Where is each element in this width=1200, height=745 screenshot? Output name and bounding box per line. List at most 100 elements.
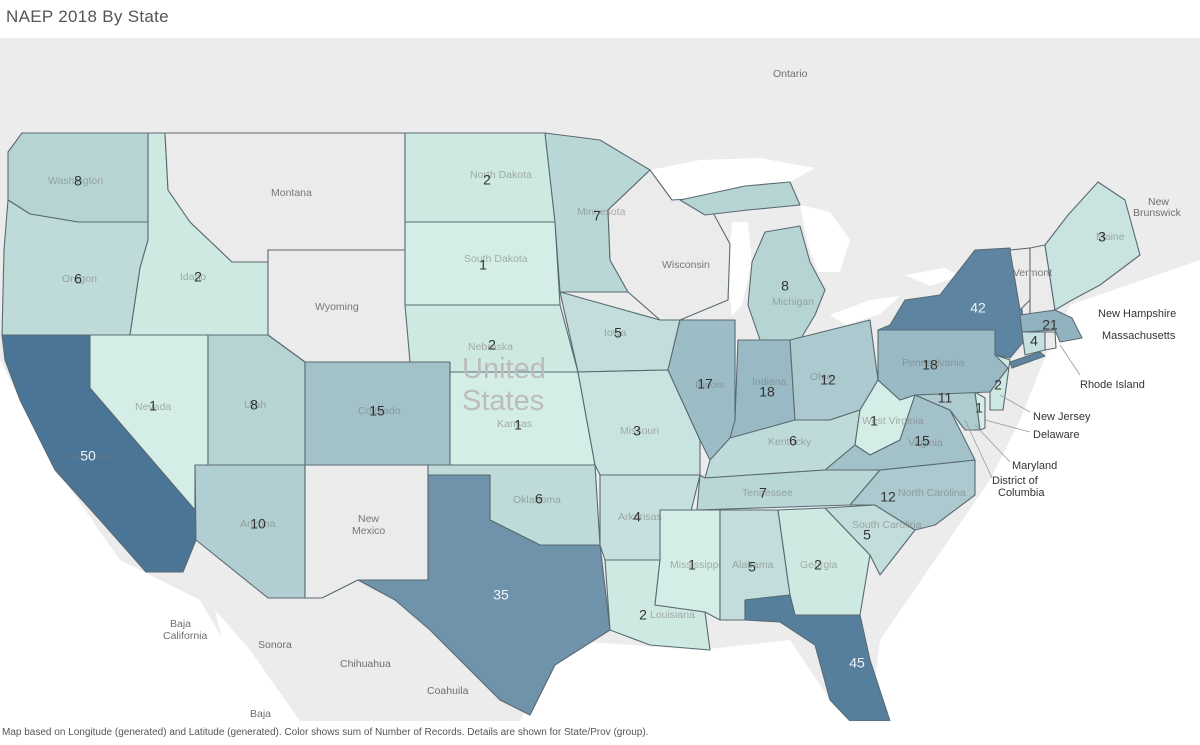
label-new-mexico-2: Mexico [352,525,385,537]
state-name-west-virginia: West Virginia [862,415,924,427]
leader-dc [964,419,993,479]
state-name-maine: Maine [1096,231,1125,243]
value-label-west-virginia: 1 [870,413,878,429]
value-label-north-carolina: 12 [880,489,896,505]
value-label-minnesota: 7 [593,208,601,224]
value-label-maine: 3 [1098,229,1106,245]
value-label-arizona: 10 [250,516,266,532]
label-new-brunswick-2: Brunswick [1133,207,1182,219]
value-label-maryland: 11 [938,390,953,406]
value-label-florida: 45 [849,655,865,671]
state-name-arkansas: Arkansas [618,511,662,523]
value-label-massachusetts: 21 [1042,317,1058,333]
label-vermont: Vermont [1013,267,1052,279]
state-name-utah: Utah [244,399,266,411]
state-name-michigan: Michigan [772,296,814,308]
state-name-tennessee: Tennessee [742,487,793,499]
leader-delaware [984,419,1031,433]
callout-delaware: Delaware [1033,429,1079,441]
value-label-idaho: 2 [194,269,202,285]
state-florida[interactable]: Florida: 45 [744,594,891,721]
value-label-new-york: 42 [970,300,986,316]
state-name-indiana: Indiana [752,376,787,388]
value-label-louisiana: 2 [639,607,647,623]
value-label-oregon: 6 [74,271,82,287]
lake-michigan [728,222,752,316]
state-maine[interactable]: Maine: 3 [1044,181,1141,311]
lake-superior [650,158,815,200]
value-label-mississippi: 1 [688,557,696,573]
callouts: New Hampshire Massachusetts Rhode Island… [964,308,1176,499]
water-bodies [0,158,1200,721]
state-michigan[interactable]: Michigan: 8 [679,181,826,341]
value-label-texas: 35 [493,587,509,603]
lake-erie [830,296,900,325]
callout-massachusetts: Massachusetts [1102,330,1176,342]
value-label-colorado: 15 [369,403,385,419]
label-wisconsin: Wisconsin [662,259,710,271]
value-label-alabama: 5 [748,559,756,575]
label-wyoming: Wyoming [315,301,359,313]
value-label-california: 50 [80,448,96,464]
value-label-arkansas: 4 [633,509,641,525]
value-label-washington: 8 [74,173,82,189]
callout-rhode-island: Rhode Island [1080,379,1145,391]
state-name-oregon: Oregon [62,273,97,285]
state-name-missouri: Missouri [620,425,659,437]
value-label-michigan: 8 [781,278,789,294]
value-label-indiana: 18 [759,384,775,400]
value-label-oklahoma: 6 [535,491,543,507]
lake-ontario [905,268,960,286]
value-label-connecticut: 4 [1030,333,1038,349]
leader-rhode-island [1059,344,1081,376]
atlantic-ocean [870,260,1200,721]
value-label-delaware: 1 [975,400,983,416]
state-new-jersey[interactable]: New Jersey: 2 [989,354,1011,411]
label-baja-california-1: Baja [170,618,191,630]
country-label-line1: United [462,353,546,385]
value-label-iowa: 5 [614,325,622,341]
value-label-missouri: 3 [633,423,641,439]
callout-new-jersey: New Jersey [1033,411,1091,423]
state-name-mississippi: Mississippi [670,559,721,571]
map-caption: Map based on Longitude (generated) and L… [2,727,649,738]
state-name-iowa: Iowa [604,327,626,339]
state-name-south-dakota: South Dakota [464,253,528,265]
leader-maryland [974,424,1011,463]
value-label-ohio: 12 [820,372,836,388]
state-name-nebraska: Nebraska [468,341,513,353]
lake-huron [800,205,850,272]
state-name-washington: Washington [48,175,103,187]
value-label-south-dakota: 1 [479,257,487,273]
state-name-north-carolina: North Carolina [898,487,966,499]
value-label-south-carolina: 5 [863,527,871,543]
state-name-kentucky: Kentucky [768,436,812,448]
label-new-mexico-1: New [358,513,379,525]
label-sonora: Sonora [258,639,292,651]
callout-new-hampshire: New Hampshire [1098,308,1176,320]
state-rhode-island[interactable]: Rhode Island [1044,331,1057,351]
pacific-ocean [0,360,270,721]
state-arizona[interactable]: Arizona: 10 [194,464,306,599]
label-new-brunswick-1: New [1148,196,1169,208]
state-name-colorado: Colorado [358,405,401,417]
value-label-nevada: 1 [149,398,157,414]
value-label-pennsylvania: 18 [922,357,938,373]
page-title: NAEP 2018 By State [6,7,169,26]
state-name-california: California [65,451,110,463]
value-labels: Washington8Oregon6California50Idaho2Neva… [48,169,1125,671]
callout-maryland: Maryland [1012,460,1057,472]
callout-district-of-columbia: District of [992,475,1039,487]
label-ontario: Ontario [773,68,808,80]
state-texas[interactable]: Texas: 35 [357,474,611,716]
state-name-oklahoma: Oklahoma [513,494,561,506]
state-name-nevada: Nevada [135,401,171,413]
value-label-kansas: 1 [514,417,522,433]
state-name-louisiana: Louisiana [650,609,695,621]
label-chihuahua: Chihuahua [340,658,391,670]
state-delaware[interactable]: Delaware: 1 [974,391,986,431]
state-name-pennsylvania: Pennsylvania [902,357,965,369]
